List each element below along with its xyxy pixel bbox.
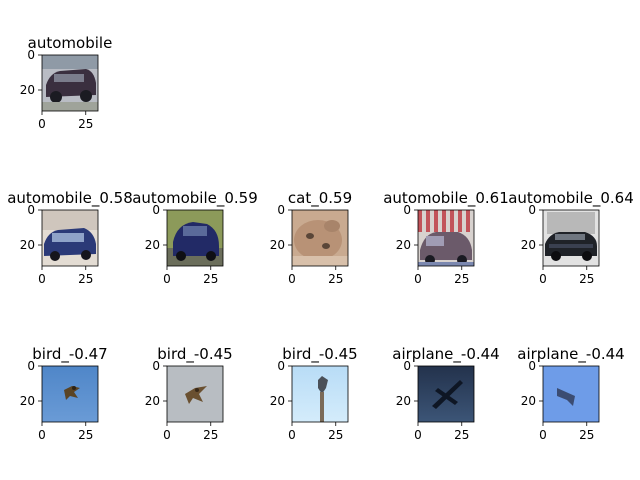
y-tick-label: 20 <box>396 394 411 408</box>
x-tick-label: 0 <box>163 272 171 286</box>
axes-frame <box>41 365 99 423</box>
x-tick-label: 25 <box>328 272 343 286</box>
axes-frame <box>166 209 224 267</box>
panel-title: automobile_0.61 <box>383 189 509 208</box>
thumbnail-image <box>543 210 599 266</box>
y-tick-label: 0 <box>27 203 35 217</box>
axes-frame <box>417 365 475 423</box>
panel-title: automobile <box>28 34 113 52</box>
x-tick-label: 25 <box>78 117 93 131</box>
x-tick-label: 25 <box>579 428 594 442</box>
thumbnail-image <box>167 210 223 266</box>
x-tick-label: 0 <box>539 272 547 286</box>
x-tick-label: 0 <box>414 272 422 286</box>
y-tick-label: 0 <box>528 359 536 373</box>
y-tick-label: 20 <box>270 238 285 252</box>
axes-frame <box>417 209 475 267</box>
y-tick-label: 20 <box>145 394 160 408</box>
x-tick-label: 25 <box>203 428 218 442</box>
y-tick-label: 0 <box>403 203 411 217</box>
x-tick-label: 0 <box>288 428 296 442</box>
y-tick-label: 0 <box>152 359 160 373</box>
x-tick-label: 0 <box>38 272 46 286</box>
x-tick-label: 25 <box>579 272 594 286</box>
y-tick-label: 0 <box>277 203 285 217</box>
x-tick-label: 0 <box>414 428 422 442</box>
panel-title: bird_-0.45 <box>282 345 357 364</box>
y-tick-label: 0 <box>27 48 35 62</box>
y-tick-label: 0 <box>277 359 285 373</box>
axes-frame <box>41 209 99 267</box>
y-tick-label: 0 <box>528 203 536 217</box>
thumbnail-image <box>543 366 599 422</box>
x-tick-label: 0 <box>539 428 547 442</box>
panel-title: automobile_0.59 <box>132 189 258 208</box>
thumbnail-image <box>418 210 474 266</box>
axes-frame <box>542 209 600 267</box>
panel-title: bird_-0.45 <box>157 345 232 364</box>
panel-title: cat_0.59 <box>288 189 352 208</box>
panel-title: airplane_-0.44 <box>392 345 499 364</box>
thumbnail-image <box>292 210 348 266</box>
thumbnail-image <box>42 366 98 422</box>
y-tick-label: 0 <box>152 203 160 217</box>
x-tick-label: 25 <box>78 272 93 286</box>
y-tick-label: 20 <box>396 238 411 252</box>
y-tick-label: 20 <box>20 83 35 97</box>
y-tick-label: 20 <box>521 238 536 252</box>
axes-frame <box>166 365 224 423</box>
panel-title: airplane_-0.44 <box>517 345 624 364</box>
x-tick-label: 0 <box>38 428 46 442</box>
thumbnail-image <box>418 366 474 422</box>
x-tick-label: 25 <box>454 428 469 442</box>
y-tick-label: 20 <box>521 394 536 408</box>
x-tick-label: 0 <box>288 272 296 286</box>
x-tick-label: 0 <box>163 428 171 442</box>
axes-frame <box>41 54 99 112</box>
y-tick-label: 0 <box>27 359 35 373</box>
x-tick-label: 25 <box>454 272 469 286</box>
axes-frame <box>291 365 349 423</box>
panel-title: automobile_0.64 <box>508 189 634 208</box>
panel-title: automobile_0.58 <box>7 189 133 208</box>
x-tick-label: 0 <box>38 117 46 131</box>
thumbnail-image <box>292 366 348 422</box>
thumbnail-image <box>42 210 98 266</box>
thumbnail-image <box>42 55 98 111</box>
y-tick-label: 20 <box>20 238 35 252</box>
x-tick-label: 25 <box>328 428 343 442</box>
x-tick-label: 25 <box>78 428 93 442</box>
y-tick-label: 20 <box>20 394 35 408</box>
y-tick-label: 0 <box>403 359 411 373</box>
y-tick-label: 20 <box>270 394 285 408</box>
axes-frame <box>291 209 349 267</box>
y-tick-label: 20 <box>145 238 160 252</box>
x-tick-label: 25 <box>203 272 218 286</box>
thumbnail-image <box>167 366 223 422</box>
axes-frame <box>542 365 600 423</box>
panel-title: bird_-0.47 <box>32 345 107 364</box>
